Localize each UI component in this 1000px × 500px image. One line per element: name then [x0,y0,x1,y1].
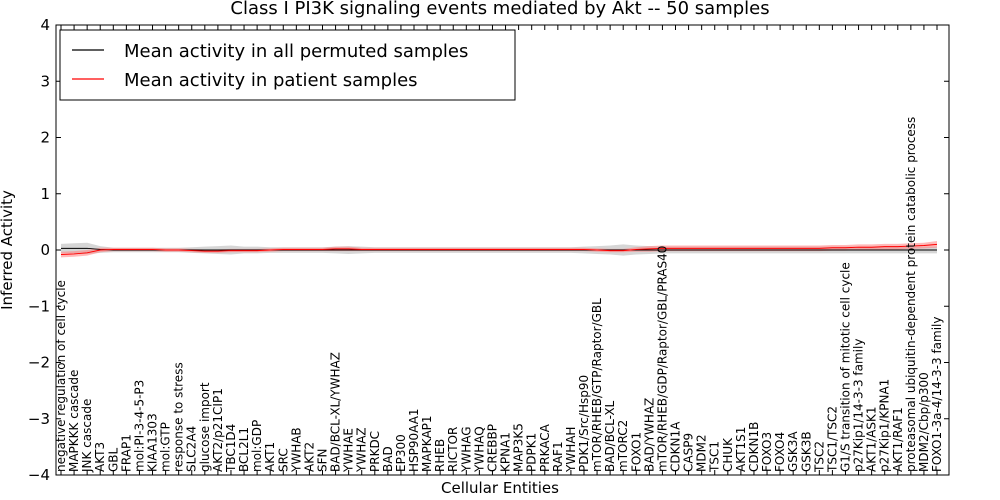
legend-box [59,29,516,101]
category-label: FOXO4 [773,432,787,472]
category-label: TSC2 [812,441,826,473]
category-label: mol:GTP [159,422,173,472]
category-label: JNK cascade [80,399,94,473]
category-label: GBL [106,447,120,472]
y-tick-label: −4 [28,466,50,484]
legend-label-patient: Mean activity in patient samples [124,70,418,91]
category-label: MAPKAP1 [420,415,434,472]
category-label: YWHAQ [472,426,486,473]
line-permuted [61,247,937,251]
category-label: PDK1/Src/Hsp90 [577,375,591,472]
category-label: AKT3 [93,442,107,472]
category-label: FOXO3 [760,432,774,472]
category-label: MAP3K5 [512,423,526,472]
category-label: proteasomal ubiquitin-dependent protein … [904,117,918,472]
y-tick-label: 2 [40,129,50,147]
category-label: YWHAZ [355,427,369,473]
category-label: MDM2 [695,434,709,472]
category-label: SLC2A4 [185,426,199,472]
category-label: PRKDC [368,431,382,472]
chart-title: Class I PI3K signaling events mediated b… [230,0,769,19]
category-label: G1/S transition of mitotic cell cycle [838,262,852,472]
plot-frame [55,24,950,476]
category-label: RHEB [433,439,447,472]
category-label: AKT2/p21CIP1 [211,388,225,472]
category-label: response to stress [172,362,186,472]
category-label: FOXO1-3a-4/14-3-3 family [930,317,944,473]
category-label: FRAP1 [119,434,133,472]
category-label: BAD/BCL-XL/YWHAZ [329,352,343,472]
category-label: glucose import [198,382,212,472]
y-tick-label: 0 [40,241,50,259]
category-label: SFN [315,449,329,473]
category-label: YWHAH [564,427,578,473]
category-label: mTORC2 [616,420,630,472]
category-label: BCL2L1 [237,427,251,472]
category-label: RICTOR [446,427,460,472]
legend: Mean activity in all permuted samples Me… [59,29,516,101]
category-label: mol:GDP [250,420,264,472]
category-label: CREBBP [485,424,499,472]
y-tick-label: −3 [28,410,50,428]
y-tick-label: 1 [40,185,50,203]
category-label: p27Kip1/14-3-3 family [852,339,866,472]
category-label: KPNA1 [499,432,513,472]
category-label: YWHAE [342,428,356,473]
category-label: KIAA1303 [146,413,160,472]
category-label: BAD [381,446,395,472]
line-patient [60,243,938,255]
category-label: mTOR/RHEB/GDP/Raptor/GBL/PRAS40 [655,246,669,472]
y-tick-label: −2 [28,354,50,372]
category-label: MDM2/Cbp/p300 [917,372,931,472]
category-label: mTOR/RHEB/GTP/Raptor/GBL [590,298,604,472]
category-label: TSC1/TSC2 [825,406,839,473]
y-tick-label: 3 [40,72,50,90]
category-label: TSC1 [708,441,722,473]
category-label: PDPK1 [525,433,539,472]
legend-label-permuted: Mean activity in all permuted samples [124,41,468,62]
category-label: GSK3A [786,431,800,472]
y-tick-label: 4 [40,16,50,34]
category-label: BAD/YWHAZ [642,398,656,472]
category-label: EP300 [394,434,408,472]
category-label: PRKACA [538,423,552,472]
y-axis-label: Inferred Activity [0,190,16,310]
category-label: CDKN1B [747,422,761,472]
category-label: HSP90AA1 [407,408,421,472]
category-label: TBC1D4 [224,424,238,473]
y-tick-label: −1 [28,297,50,315]
category-label: GSK3B [799,431,813,472]
category-label: AKT1 [263,442,277,472]
category-label: BAD/BCL-XL [603,400,617,472]
category-label: YWHAB [289,427,303,473]
category-label: AKT2 [302,442,316,472]
category-label: mol:PI-3-4-5-P3 [132,380,146,472]
category-label: AKT1S1 [734,427,748,472]
category-label: SRC [276,448,290,472]
category-label: negative regulation of cell cycle [54,280,68,472]
category-label: YWHAG [459,426,473,473]
category-label: CDKN1A [669,421,683,472]
category-label: RAF1 [551,441,565,472]
category-label: AKT1/ASK1 [865,407,879,472]
category-label: p27Kip1/KPNA1 [878,379,892,472]
category-label: AKT1/RAF1 [891,407,905,472]
category-label: FOXO1 [629,432,643,472]
category-label: MAPKKK cascade [67,370,81,472]
x-axis-label: Cellular Entities [441,479,559,497]
category-label: CASP9 [682,433,696,472]
category-label: CHUK [721,437,735,472]
